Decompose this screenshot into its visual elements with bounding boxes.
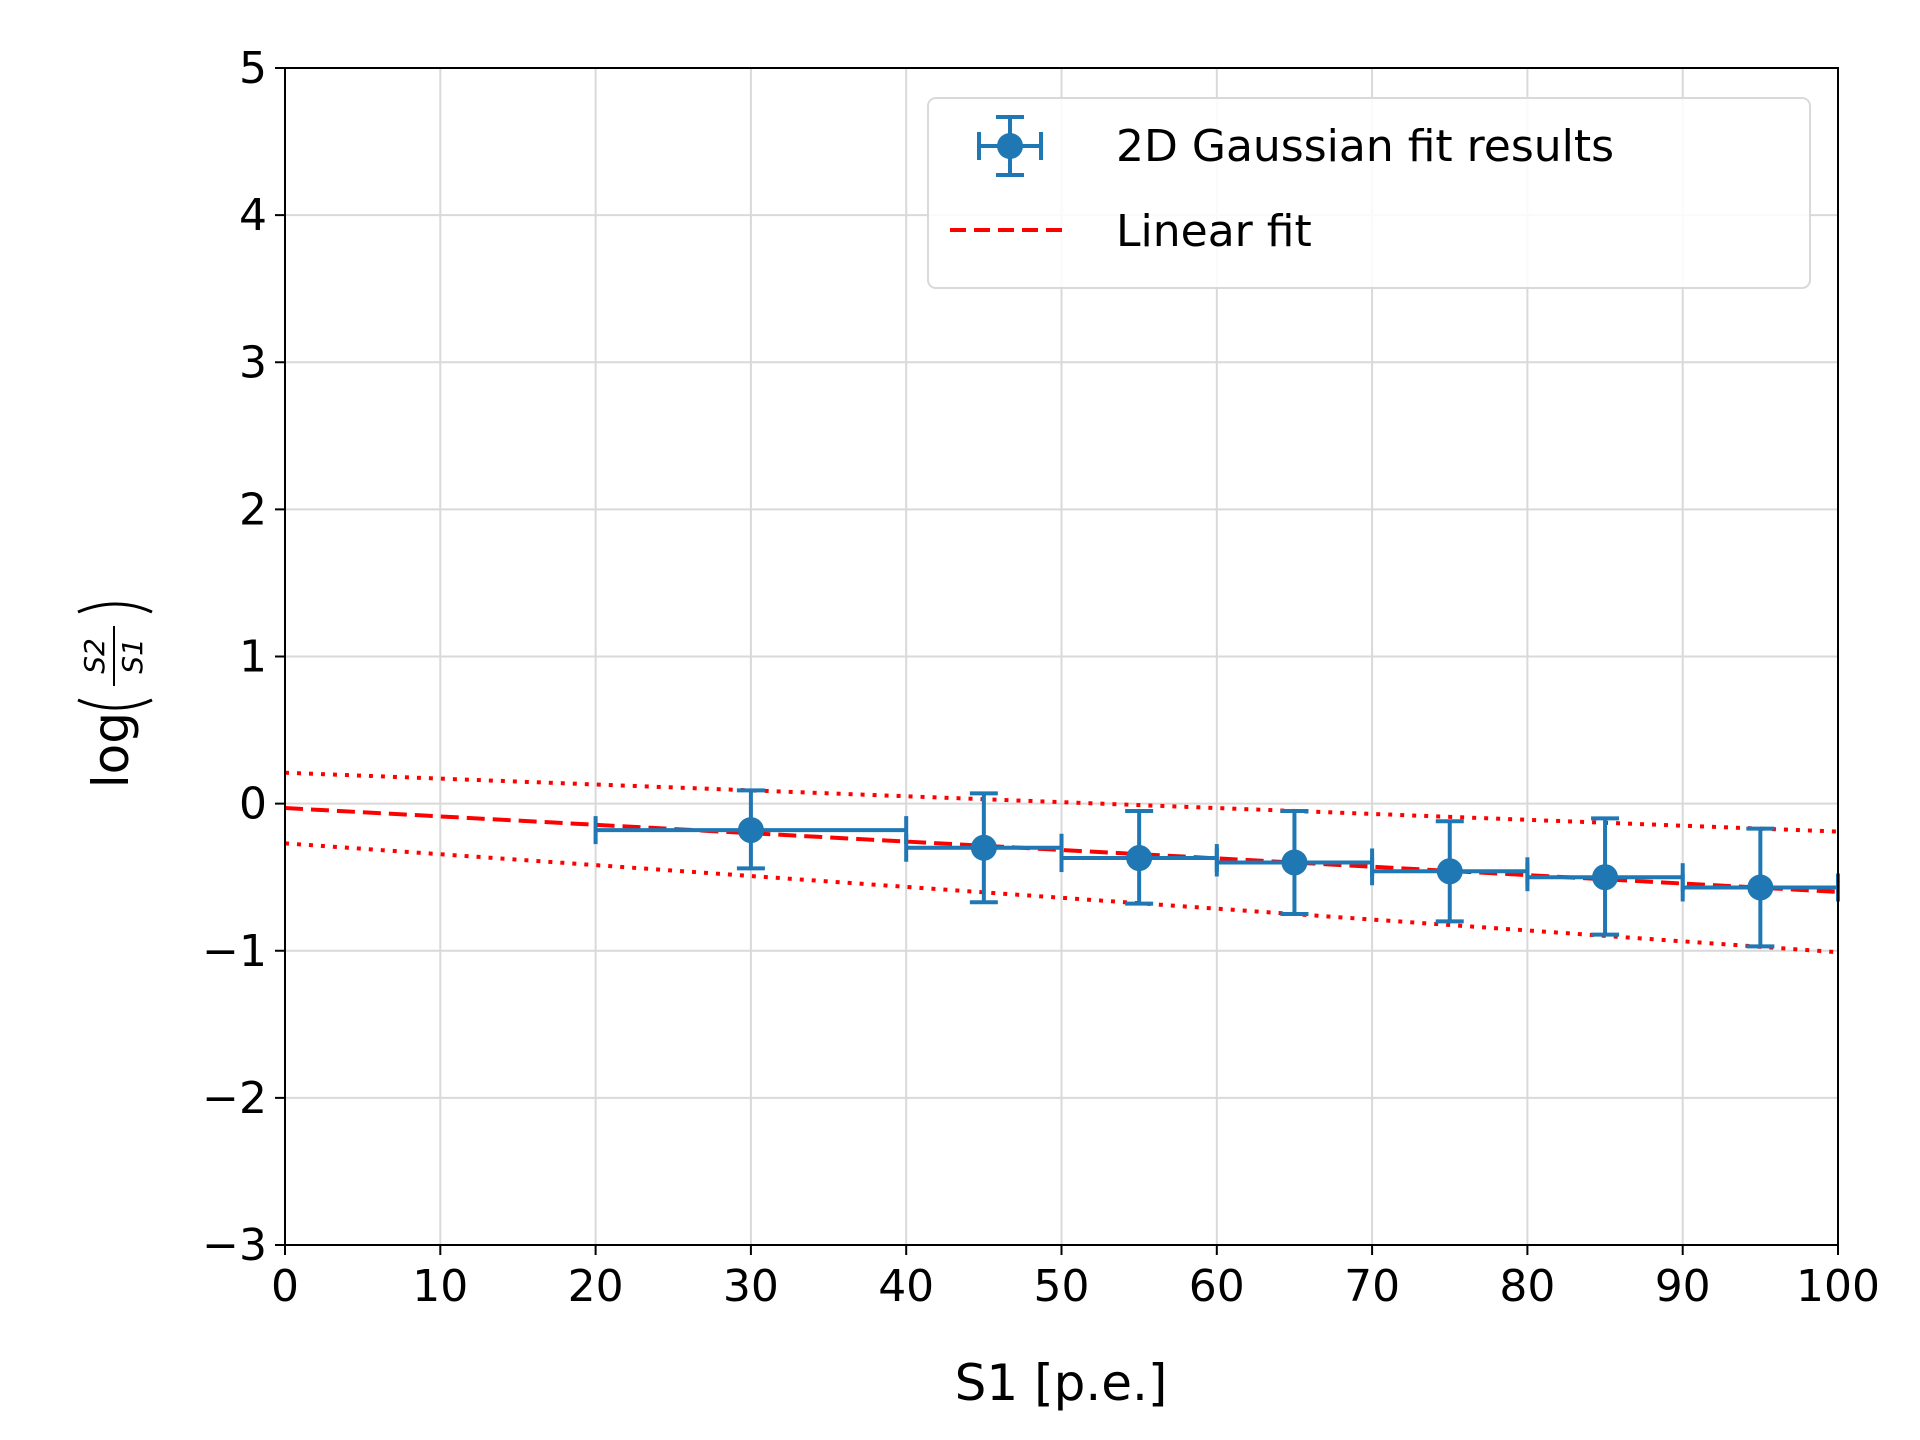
y-tick-label: −1: [202, 926, 267, 977]
y-axis-label-prefix: log: [82, 712, 140, 788]
y-tick-label: −2: [202, 1073, 267, 1124]
x-tick-label: 20: [568, 1261, 624, 1312]
y-axis-label-denominator: S1: [116, 638, 149, 674]
y-axis-label-right-paren: [77, 602, 153, 614]
y-tick-label: 5: [239, 43, 267, 94]
x-tick-label: 30: [723, 1261, 779, 1312]
x-tick-label: 70: [1344, 1261, 1400, 1312]
data-point-marker: [970, 834, 997, 861]
legend: 2D Gaussian fit results Linear fit: [927, 97, 1811, 289]
legend-box: [927, 97, 1811, 289]
data-point-marker: [1126, 845, 1153, 872]
errorbar-series: [593, 788, 1840, 949]
x-tick-label: 50: [1034, 1261, 1090, 1312]
x-tick-label: 0: [271, 1261, 299, 1312]
y-tick-label: 0: [239, 779, 267, 830]
x-tick-label: 40: [878, 1261, 934, 1312]
y-tick-label: 3: [239, 337, 267, 388]
y-axis-label-numerator: S2: [78, 638, 111, 674]
y-axis-label: log S2 S1: [77, 602, 153, 788]
confidence-band-line: [284, 841, 1839, 955]
legend-label-errorbar: 2D Gaussian fit results: [1116, 121, 1614, 172]
fit-lines: [284, 770, 1839, 955]
data-point: [1214, 808, 1375, 916]
x-tick-label: 10: [412, 1261, 468, 1312]
y-tick-label: 4: [239, 190, 267, 241]
data-point: [1370, 819, 1530, 924]
x-tick-label: 100: [1796, 1261, 1880, 1312]
x-tick-label: 80: [1499, 1261, 1555, 1312]
legend-errorbar-marker: [977, 115, 1043, 177]
y-axis-label-left-paren: [77, 698, 153, 710]
y-tick-label: 2: [239, 484, 267, 535]
x-tick-label: 60: [1189, 1261, 1245, 1312]
data-point-marker: [737, 817, 764, 844]
data-point-marker: [1436, 858, 1463, 885]
legend-label-linear-fit: Linear fit: [1116, 206, 1312, 257]
data-point: [1680, 826, 1840, 949]
data-point-marker: [1592, 864, 1619, 891]
y-tick-label: 1: [239, 632, 267, 683]
x-axis-label: S1 [p.e.]: [955, 1354, 1168, 1412]
y-tick-label: −3: [202, 1220, 267, 1271]
data-point-marker: [1281, 849, 1308, 876]
x-tick-label: 90: [1655, 1261, 1711, 1312]
data-point-marker: [1747, 874, 1774, 901]
axis-ticks: 0 10 20 30 40 50 60 70 80 90 100 −3 −2 −1 0 1 2 3 4 5: [202, 43, 1880, 1312]
